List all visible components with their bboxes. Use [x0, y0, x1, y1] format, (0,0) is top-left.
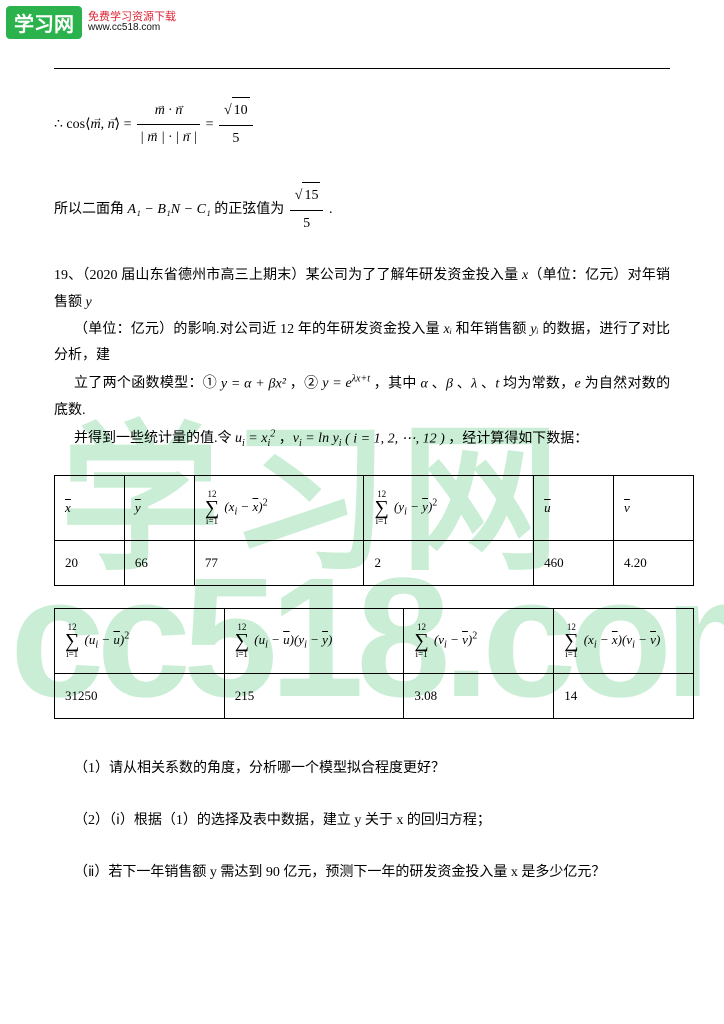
- sqrt-val: 15: [302, 182, 320, 210]
- header-sumuy: 12∑i=1 (ui − u)(yi − y): [224, 609, 404, 674]
- site-logo: 学习网 免费学习资源下载 www.cc518.com: [6, 6, 176, 39]
- sub-q2i: （2）（ⅰ）根据（1）的选择及表中数据，建立 y 关于 x 的回归方程；: [54, 807, 670, 835]
- stats-table-2: 12∑i=1 (ui − u)2 12∑i=1 (ui − u)(yi − y)…: [54, 608, 694, 719]
- v-def: vi = ln yi: [293, 431, 342, 446]
- frac-bot: | →m | · | →n |: [137, 125, 200, 152]
- cell: 215: [224, 674, 404, 719]
- sub-questions: （1）请从相关系数的角度，分析哪一个模型拟合程度更好？ （2）（ⅰ）根据（1）的…: [54, 755, 670, 887]
- header-sumv2: 12∑i=1 (vi − v)2: [404, 609, 554, 674]
- text: 立了两个函数模型：①: [54, 376, 221, 391]
- sub-q2ii: （ⅱ）若下一年销售额 y 需达到 90 亿元，预测下一年的研发资金投入量 x 是…: [54, 859, 670, 887]
- text: 所以二面角: [54, 202, 128, 217]
- vector-n: →n: [108, 117, 115, 132]
- frac-bot: 5: [290, 211, 324, 238]
- header-xbar: x: [55, 476, 125, 541]
- text: 并得到一些统计量的值.令: [54, 431, 235, 446]
- text: （单位：亿元）的影响.对公司近 12 年的年研发资金投入量: [54, 322, 444, 337]
- fraction-1: →m · →n | →m | · | →n |: [137, 98, 200, 152]
- eq-text: ∴ cos⟨: [54, 117, 91, 132]
- text: 均为常数，: [499, 376, 574, 391]
- model-2: y = eλx+t: [322, 376, 370, 391]
- cell: 31250: [55, 674, 225, 719]
- cell: 14: [554, 674, 694, 719]
- header-vbar: v: [614, 476, 694, 541]
- sub-q1: （1）请从相关系数的角度，分析哪一个模型拟合程度更好？: [54, 755, 670, 783]
- text: ，②: [286, 376, 322, 391]
- sine-statement: 所以二面角 A₁ − B₁N − C₁ 的正弦值为 15 5 .: [54, 182, 670, 237]
- stats-table-1: x y 12∑i=1 (xi − x)2 12∑i=1 (yi − y)2 u …: [54, 475, 694, 586]
- table-header-row: 12∑i=1 (ui − u)2 12∑i=1 (ui − u)(yi − y)…: [55, 609, 694, 674]
- header-ybar: y: [124, 476, 194, 541]
- var-xi: xᵢ: [444, 322, 452, 337]
- sep: 、: [453, 376, 471, 391]
- text: 和年销售额: [452, 322, 530, 337]
- text: ，: [275, 431, 293, 446]
- sqrt-val: 10: [232, 97, 250, 125]
- alpha: α: [421, 376, 428, 391]
- table-data-row: 31250 215 3.08 14: [55, 674, 694, 719]
- text: 19、（2020 届山东省德州市高三上期末）某公司为了了解年研发资金投入量: [54, 268, 522, 283]
- cell: 4.20: [614, 541, 694, 586]
- frac-top: →m · →n: [137, 98, 200, 126]
- logo-box: 学习网: [6, 6, 82, 39]
- var-y: y: [86, 295, 92, 310]
- header-sumxv: 12∑i=1 (xi − x)(vi − v): [554, 609, 694, 674]
- range: ( i = 1, 2, ⋯, 12 ): [342, 431, 445, 446]
- model-1: y = α + βx²: [221, 376, 286, 391]
- logo-url: www.cc518.com: [88, 23, 176, 33]
- cell: 460: [534, 541, 614, 586]
- vector-m: →m: [91, 117, 101, 132]
- sep: 、: [477, 376, 495, 391]
- table-data-row: 20 66 77 2 460 4.20: [55, 541, 694, 586]
- cell: 77: [194, 541, 364, 586]
- logo-text: 免费学习资源下载 www.cc518.com: [88, 12, 176, 33]
- eq-text: =: [206, 117, 217, 132]
- beta: β: [446, 376, 453, 391]
- cell: 2: [364, 541, 534, 586]
- header-sumu2: 12∑i=1 (ui − u)2: [55, 609, 225, 674]
- header-sumx: 12∑i=1 (xi − x)2: [194, 476, 364, 541]
- var-yi: yᵢ: [530, 322, 538, 337]
- sep: 、: [428, 376, 446, 391]
- frac-top: 15: [290, 182, 324, 211]
- text: ，其中: [370, 376, 421, 391]
- header-ubar: u: [534, 476, 614, 541]
- table-header-row: x y 12∑i=1 (xi − x)2 12∑i=1 (yi − y)2 u …: [55, 476, 694, 541]
- text: 的正弦值为: [214, 202, 288, 217]
- u-def: ui = xi2: [235, 431, 275, 446]
- horizontal-rule: [54, 68, 670, 69]
- fraction-3: 15 5: [290, 182, 324, 237]
- frac-bot: 5: [219, 126, 253, 153]
- cell: 3.08: [404, 674, 554, 719]
- header-sumy: 12∑i=1 (yi − y)2: [364, 476, 534, 541]
- cell: 66: [124, 541, 194, 586]
- text: ，经计算得如下数据：: [445, 431, 589, 446]
- text: .: [329, 202, 333, 217]
- equation-cosine: ∴ cos⟨→m, →n⟩ = →m · →n | →m | · | →n | …: [54, 97, 670, 152]
- page-content: ∴ cos⟨→m, →n⟩ = →m · →n | →m | · | →n | …: [0, 0, 724, 951]
- dihedral-angle: A₁ − B₁N − C₁: [128, 202, 211, 217]
- fraction-2: 10 5: [219, 97, 253, 152]
- question-19-stem: 19、（2020 届山东省德州市高三上期末）某公司为了了解年研发资金投入量 x（…: [54, 263, 670, 453]
- cell: 20: [55, 541, 125, 586]
- frac-top: 10: [219, 97, 253, 126]
